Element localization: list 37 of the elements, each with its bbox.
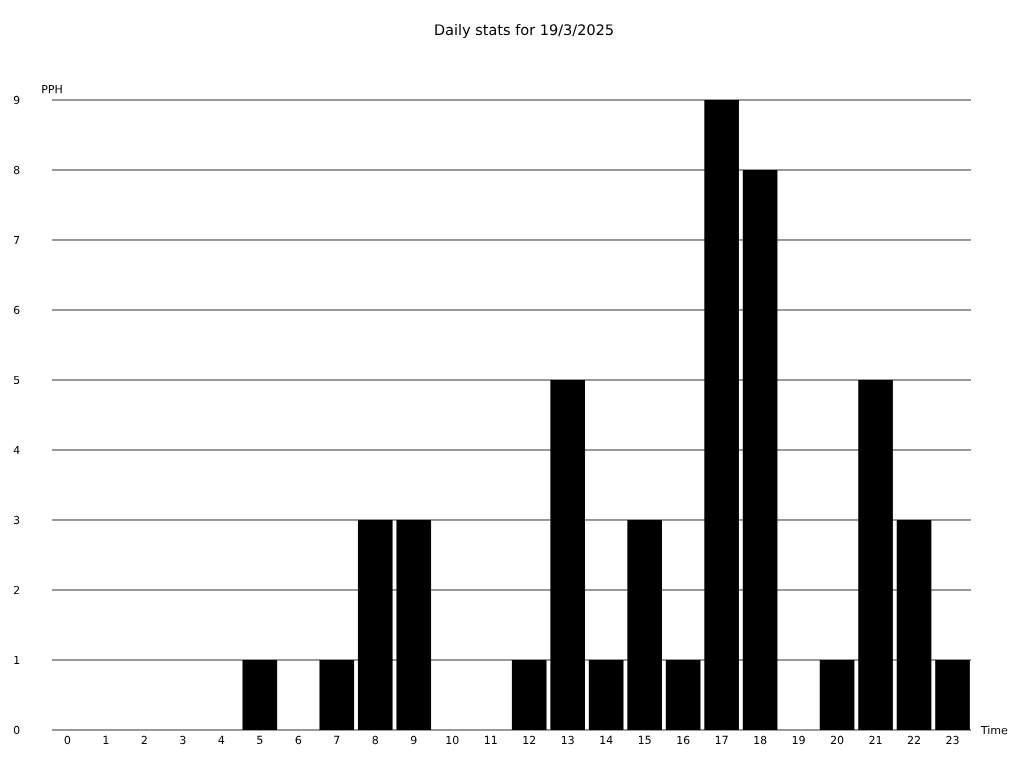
x-tick-label: 22 (907, 735, 920, 745)
x-tick-label: 1 (103, 735, 109, 744)
y-tick-label: 9 (13, 95, 20, 105)
chart-title: Daily stats for 19/3/2025 (435, 23, 613, 38)
y-tick-label: 2 (13, 585, 20, 595)
x-tick-label: 0 (64, 735, 71, 745)
x-tick-label: 13 (561, 735, 574, 745)
x-tick-label: 14 (600, 735, 613, 744)
x-tick-label: 9 (410, 735, 417, 745)
x-axis-title: Time (980, 725, 1008, 735)
x-tick-label: 12 (523, 735, 536, 745)
x-tick-label: 19 (792, 735, 805, 745)
x-tick-label: 3 (180, 735, 186, 745)
x-tick-label: 5 (257, 735, 263, 745)
x-tick-label: 10 (446, 735, 459, 745)
x-tick-label: 2 (141, 735, 147, 745)
y-tick-label: 0 (13, 725, 20, 735)
x-tick-label: 8 (372, 735, 379, 745)
y-tick-label: 3 (13, 515, 20, 525)
x-tick-label: 11 (484, 735, 497, 744)
y-tick-label: 8 (13, 165, 20, 175)
y-tick-label: 7 (14, 235, 20, 244)
x-tick-label: 17 (715, 735, 728, 744)
x-tick-label: 18 (754, 735, 767, 745)
y-tick-label: 1 (14, 655, 20, 665)
y-tick-label: 5 (13, 375, 20, 385)
x-tick-label: 16 (677, 735, 690, 745)
y-axis-title: PPH (42, 85, 62, 94)
x-tick-label: 23 (946, 735, 959, 745)
x-tick-label: 4 (218, 735, 225, 744)
x-tick-label: 15 (638, 735, 651, 745)
x-tick-label: 7 (334, 735, 340, 744)
x-tick-label: 20 (830, 735, 844, 745)
y-tick-label: 6 (13, 305, 20, 315)
x-tick-label: 21 (869, 735, 882, 745)
x-tick-label: 6 (295, 735, 302, 745)
y-tick-label: 4 (13, 445, 20, 455)
